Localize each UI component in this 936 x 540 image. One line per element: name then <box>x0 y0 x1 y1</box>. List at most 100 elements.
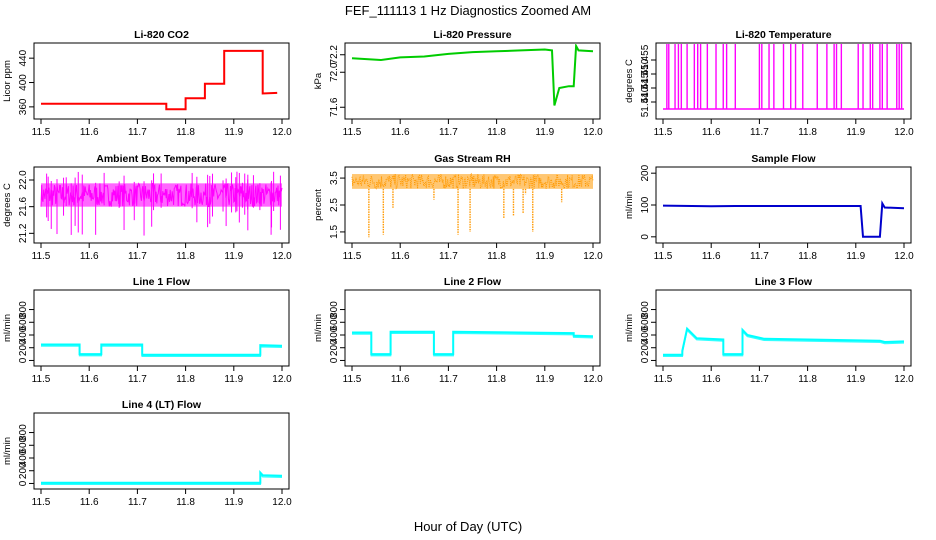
panel-5: Gas Stream RH 11.5 11.6 11.7 11.8 11.9 12.0 1.5… <box>313 153 603 262</box>
x-tick-label: 11.7 <box>128 127 147 138</box>
y-tick-label: 600 <box>18 313 29 330</box>
x-tick-label: 11.5 <box>654 127 673 138</box>
x-tick-label: 11.5 <box>32 374 51 385</box>
panel-3: Li-820 Temperature 11.5 11.6 11.7 11.8 11.9 12… <box>624 29 914 138</box>
series-line-noise <box>41 472 283 486</box>
y-tick-label: 600 <box>329 313 340 330</box>
y-axis-label: degrees C <box>624 59 635 103</box>
x-tick-label: 11.5 <box>32 497 51 508</box>
x-tick-label: 11.9 <box>535 374 554 385</box>
y-tick-label: 1.5 <box>329 225 340 239</box>
series-line <box>351 44 594 106</box>
x-tick-label: 11.8 <box>798 374 817 385</box>
panel-title: Li-820 CO2 <box>134 29 189 41</box>
x-tick-label: 11.9 <box>846 127 865 138</box>
x-tick-label: 12.0 <box>272 251 292 262</box>
x-tick-label: 11.5 <box>654 374 673 385</box>
y-tick-label: 3.5 <box>329 171 340 185</box>
panel-7: Line 1 Flow 11.5 11.6 11.7 11.8 11.9 12.0 02004… <box>2 276 292 385</box>
panel-title: Line 3 Flow <box>755 276 813 288</box>
y-axis-label: percent <box>313 189 324 221</box>
y-tick-label: 200 <box>329 339 340 356</box>
x-tick-label: 11.6 <box>80 497 99 508</box>
x-tick-label: 11.9 <box>846 251 865 262</box>
y-tick-label: 440 <box>18 49 29 66</box>
series-line <box>662 200 905 238</box>
series-points <box>351 172 594 191</box>
y-tick-label: 600 <box>640 313 651 330</box>
x-tick-label: 11.7 <box>128 374 147 385</box>
y-axis-label: ml/min <box>313 314 324 342</box>
y-tick-label: 800 <box>18 301 29 318</box>
y-tick-label: 22.0 <box>18 170 29 190</box>
panel-4: Ambient Box Temperature 11.5 11.6 11.7 11.8 1… <box>2 153 292 262</box>
y-tick-label: 51.450 <box>640 58 651 89</box>
x-tick-label: 11.6 <box>80 374 99 385</box>
y-tick-label: 0 <box>329 357 340 363</box>
y-tick-label: 200 <box>18 339 29 356</box>
y-tick-label: 72.0 <box>329 62 340 82</box>
x-tick-label: 11.5 <box>32 251 51 262</box>
plot-area <box>41 470 283 486</box>
y-tick-label: 72.2 <box>329 45 340 65</box>
panel-frame <box>655 289 912 367</box>
x-tick-label: 11.7 <box>750 374 769 385</box>
x-tick-label: 11.9 <box>535 251 554 262</box>
y-tick-label: 800 <box>329 301 340 318</box>
x-tick-label: 12.0 <box>894 251 914 262</box>
panel-title: Li-820 Pressure <box>433 29 511 41</box>
x-tick-label: 11.8 <box>176 127 195 138</box>
panel-title: Li-820 Temperature <box>735 29 831 41</box>
y-tick-label: 200 <box>640 164 651 181</box>
panel-9: Line 3 Flow 11.5 11.6 11.7 11.8 11.9 12.0 02004… <box>624 276 914 385</box>
x-tick-label: 12.0 <box>583 374 603 385</box>
panel-6: Sample Flow 11.5 11.6 11.7 11.8 11.9 12.0 0 100 2… <box>624 153 914 262</box>
x-tick-label: 11.6 <box>391 374 410 385</box>
y-tick-label: 21.6 <box>18 196 29 216</box>
plot-area <box>40 171 283 236</box>
x-tick-label: 11.6 <box>702 374 721 385</box>
x-tick-label: 11.8 <box>176 497 195 508</box>
x-tick-label: 11.7 <box>128 497 147 508</box>
x-tick-label: 11.8 <box>798 251 817 262</box>
x-tick-label: 11.6 <box>702 127 721 138</box>
x-tick-label: 12.0 <box>272 374 292 385</box>
panel-frame <box>344 289 601 367</box>
x-tick-label: 11.9 <box>846 374 865 385</box>
figure-title: FEF_111113 1 Hz Diagnostics Zoomed AM <box>345 3 591 18</box>
x-tick-label: 11.6 <box>391 251 410 262</box>
y-tick-label: 100 <box>640 196 651 213</box>
y-tick-label: 600 <box>18 436 29 453</box>
x-tick-label: 12.0 <box>272 497 292 508</box>
y-tick-label: 800 <box>18 424 29 441</box>
x-tick-label: 12.0 <box>894 127 914 138</box>
y-tick-label: 51.455 <box>640 44 651 75</box>
y-tick-label: 360 <box>18 98 29 115</box>
x-tick-label: 11.9 <box>224 127 243 138</box>
y-axis-label: ml/min <box>2 314 13 342</box>
series-line-noise <box>663 328 905 357</box>
panel-frame <box>33 42 290 120</box>
plot-area <box>663 44 904 110</box>
x-tick-label: 11.8 <box>487 251 506 262</box>
x-tick-label: 11.5 <box>343 127 362 138</box>
y-axis-label: degrees C <box>2 183 13 227</box>
panel-2: Li-820 Pressure 11.5 11.6 11.7 11.8 11.9 12.0 7… <box>313 29 603 138</box>
x-tick-label: 11.8 <box>798 127 817 138</box>
x-tick-label: 11.9 <box>224 251 243 262</box>
x-tick-label: 12.0 <box>583 251 603 262</box>
panel-1: Li-820 CO2 11.5 11.6 11.7 11.8 11.9 12.0 360 400… <box>2 29 292 138</box>
y-tick-label: 71.6 <box>329 97 340 117</box>
y-tick-label: 200 <box>18 462 29 479</box>
x-tick-label: 11.5 <box>32 127 51 138</box>
y-axis-label: ml/min <box>2 437 13 465</box>
figure-xlabel: Hour of Day (UTC) <box>414 519 522 534</box>
panel-frame <box>344 42 601 120</box>
panel-frame <box>33 412 290 490</box>
x-tick-label: 11.7 <box>128 251 147 262</box>
y-axis-label: ml/min <box>624 191 635 219</box>
series-line <box>41 49 278 111</box>
y-tick-label: 0 <box>18 357 29 363</box>
y-tick-label: 0 <box>640 357 651 363</box>
plot-area <box>41 343 283 357</box>
